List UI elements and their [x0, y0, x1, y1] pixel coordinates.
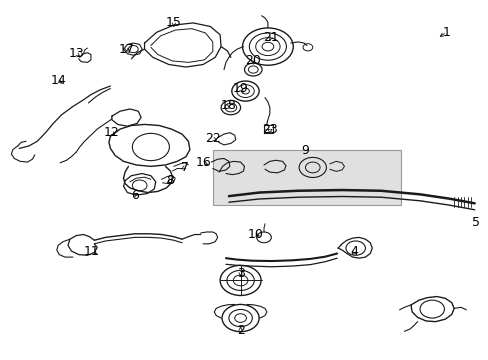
Text: 21: 21 — [263, 31, 279, 44]
Text: 5: 5 — [471, 216, 479, 229]
Text: 14: 14 — [50, 74, 66, 87]
Text: 7: 7 — [181, 161, 189, 174]
Text: 13: 13 — [68, 47, 84, 60]
Text: 16: 16 — [195, 156, 210, 169]
Text: 18: 18 — [221, 99, 236, 112]
Text: 9: 9 — [301, 144, 309, 157]
Text: 11: 11 — [83, 245, 99, 258]
Text: 8: 8 — [166, 174, 174, 187]
Text: 12: 12 — [104, 126, 120, 139]
Text: 10: 10 — [247, 228, 263, 241]
Text: 20: 20 — [245, 54, 261, 67]
Bar — [212, 149, 400, 205]
Text: 23: 23 — [262, 122, 277, 136]
Text: 17: 17 — [118, 42, 134, 55]
Text: 3: 3 — [236, 267, 244, 280]
Text: 15: 15 — [165, 17, 182, 30]
Text: 2: 2 — [236, 324, 244, 337]
Text: 1: 1 — [442, 26, 450, 39]
Text: 22: 22 — [204, 132, 220, 145]
Text: 6: 6 — [131, 189, 139, 202]
Text: 19: 19 — [232, 82, 248, 95]
Text: 4: 4 — [350, 245, 358, 258]
